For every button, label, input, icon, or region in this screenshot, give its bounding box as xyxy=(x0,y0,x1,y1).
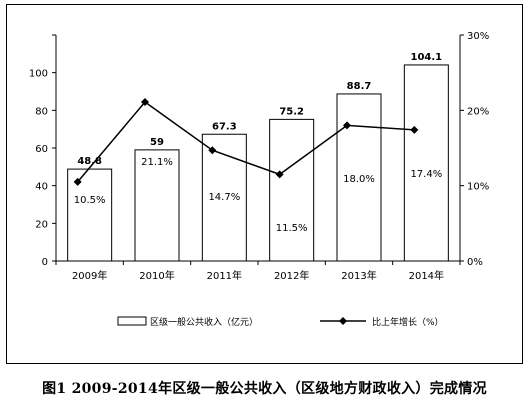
bar xyxy=(403,64,449,262)
growth-value-label: 11.5% xyxy=(276,223,308,234)
right-tick-label: 0% xyxy=(467,257,483,268)
bar xyxy=(67,168,113,262)
growth-point xyxy=(275,170,284,179)
x-tick-label: 2013年 xyxy=(341,269,376,282)
growth-value-label: 10.5% xyxy=(74,195,106,206)
bar xyxy=(134,149,180,262)
chart-frame xyxy=(6,4,523,364)
x-tick-label: 2010年 xyxy=(139,269,174,282)
growth-point xyxy=(73,177,82,186)
x-tick-label: 2009年 xyxy=(72,269,107,282)
left-tick-label: 80 xyxy=(35,106,48,117)
growth-point xyxy=(343,121,351,130)
growth-point xyxy=(410,125,419,134)
left-tick-label: 60 xyxy=(35,144,48,155)
right-tick-label: 10% xyxy=(467,182,489,193)
growth-value-label: 14.7% xyxy=(208,192,240,203)
left-tick-label: 40 xyxy=(35,182,48,193)
legend-bar-swatch xyxy=(117,316,147,326)
figure-caption: 图1 2009-2014年区级一般公共收入（区级地方财政收入）完成情况 xyxy=(42,381,487,397)
bar-value-label: 59 xyxy=(150,137,164,148)
bar-value-label: 75.2 xyxy=(279,106,304,117)
bar xyxy=(336,93,382,262)
left-tick-label: 100 xyxy=(29,69,48,80)
x-tick-label: 2014年 xyxy=(409,269,444,282)
growth-point xyxy=(208,146,217,155)
right-tick-label: 30% xyxy=(467,31,489,42)
legend-bar-label: 区级一般公共收入（亿元） xyxy=(150,316,258,328)
bar-value-label: 104.1 xyxy=(411,52,443,63)
growth-value-label: 17.4% xyxy=(410,169,442,180)
legend-line-label: 比上年增长（%） xyxy=(372,316,444,328)
x-tick-label: 2012年 xyxy=(274,269,309,282)
bar-value-label: 48.8 xyxy=(77,156,102,167)
chart: 0 20 40 60 80 100 0% 10% 20% 30% 2009年 2010年 2011年 20… xyxy=(29,31,489,328)
bar-value-label: 67.3 xyxy=(212,121,237,132)
bar-value-label: 88.7 xyxy=(347,81,372,92)
growth-point xyxy=(141,98,149,107)
bar xyxy=(201,133,247,262)
growth-line xyxy=(77,101,415,183)
left-tick-label: 20 xyxy=(35,219,48,230)
bar xyxy=(269,118,315,262)
left-tick-label: 0 xyxy=(42,257,48,268)
legend-line-marker xyxy=(339,317,347,325)
growth-value-label: 18.0% xyxy=(343,174,375,185)
growth-value-label: 21.1% xyxy=(141,157,173,168)
right-tick-label: 20% xyxy=(467,106,489,117)
x-tick-label: 2011年 xyxy=(207,269,242,282)
